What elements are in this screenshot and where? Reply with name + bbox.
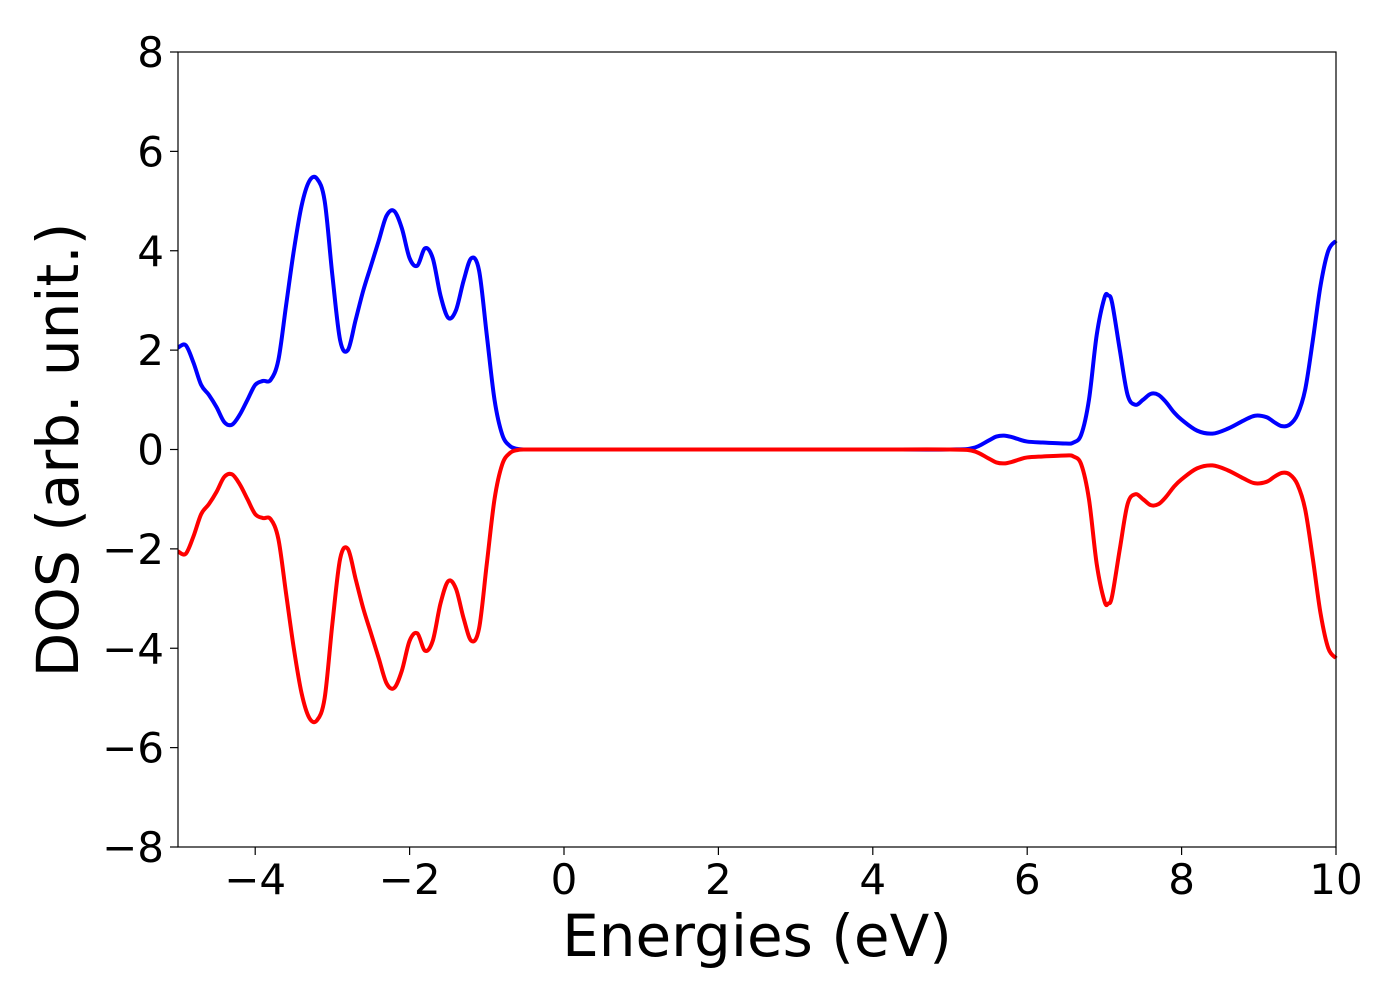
y-ticks: −8 −6 −4 −2 0 2 4 6 8 (102, 28, 178, 872)
x-tick-label: −2 (379, 855, 441, 904)
x-axis-label: Energies (eV) (562, 902, 952, 970)
y-axis-label: DOS (arb. unit.) (24, 223, 92, 678)
series-line-0 (177, 174, 1338, 452)
series-layer (177, 174, 1338, 725)
y-tick-label: −4 (102, 624, 164, 673)
x-tick-label: 8 (1168, 855, 1195, 904)
x-ticks: −4 −2 0 2 4 6 8 10 (224, 847, 1363, 904)
x-tick-label: −4 (224, 855, 286, 904)
series-line-1 (177, 447, 1338, 725)
y-tick-label: −8 (102, 823, 164, 872)
x-tick-label: 6 (1014, 855, 1041, 904)
y-tick-label: −6 (102, 724, 164, 773)
y-tick-label: 0 (137, 426, 164, 475)
x-tick-label: 4 (859, 855, 886, 904)
x-tick-label: 0 (551, 855, 578, 904)
y-tick-label: 2 (137, 326, 164, 375)
y-tick-label: −2 (102, 525, 164, 574)
x-tick-label: 2 (705, 855, 732, 904)
x-tick-label: 10 (1309, 855, 1362, 904)
y-tick-label: 6 (137, 127, 164, 176)
y-tick-label: 4 (137, 227, 164, 276)
y-tick-label: 8 (137, 28, 164, 77)
